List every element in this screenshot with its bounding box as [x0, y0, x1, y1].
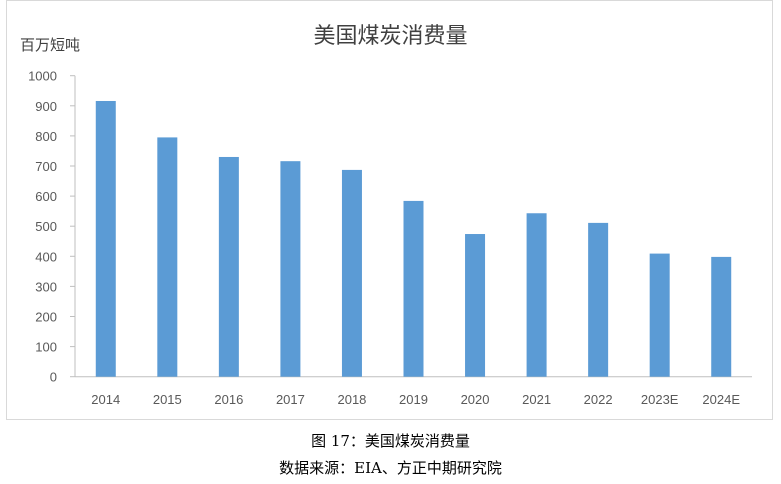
y-tick-label: 0 — [50, 370, 57, 385]
x-tick-label: 2024E — [702, 392, 740, 407]
y-tick-label: 800 — [35, 129, 57, 144]
bar-2018 — [341, 169, 362, 377]
x-tick-label: 2015 — [153, 392, 182, 407]
y-tick-label: 100 — [35, 340, 57, 355]
x-tick-label: 2014 — [91, 392, 120, 407]
x-tick-label: 2022 — [584, 392, 613, 407]
bar-2016 — [218, 156, 239, 377]
bar-2020 — [465, 234, 486, 377]
y-tick-label: 400 — [35, 249, 57, 264]
bar-chart: 0 100 200 300 400 500 600 700 800 900 1000 2014 2015… — [28, 69, 752, 407]
bar-2015 — [157, 137, 178, 377]
chart-frame — [6, 0, 773, 420]
y-tick-label: 300 — [35, 279, 57, 294]
y-tick-label: 200 — [35, 310, 57, 325]
bar-2017 — [280, 161, 301, 377]
bar-2024E — [711, 256, 732, 377]
y-tick-label: 900 — [35, 99, 57, 114]
bar-2022 — [588, 222, 609, 377]
x-tick-label: 2021 — [522, 392, 551, 407]
chart-title: 美国煤炭消费量 — [313, 24, 468, 49]
bar-2014 — [95, 100, 116, 377]
y-tick-label: 600 — [35, 189, 57, 204]
bar-2023E — [649, 253, 670, 377]
source-caption: 数据来源：EIA、方正中期研究院 — [279, 459, 502, 477]
x-tick-label: 2020 — [461, 392, 490, 407]
x-tick-label: 2017 — [276, 392, 305, 407]
y-tick-label: 700 — [35, 159, 57, 174]
x-tick-label: 2016 — [214, 392, 243, 407]
bar-2021 — [526, 213, 547, 377]
x-tick-label: 2018 — [337, 392, 366, 407]
x-tick-label: 2023E — [641, 392, 679, 407]
y-axis-unit-label: 百万短吨 — [20, 36, 81, 54]
y-tick-label: 1000 — [28, 69, 57, 84]
figure-caption: 图 17：美国煤炭消费量 — [311, 432, 470, 450]
x-tick-label: 2019 — [399, 392, 428, 407]
bar-2019 — [403, 200, 424, 377]
y-tick-label: 500 — [35, 219, 57, 234]
